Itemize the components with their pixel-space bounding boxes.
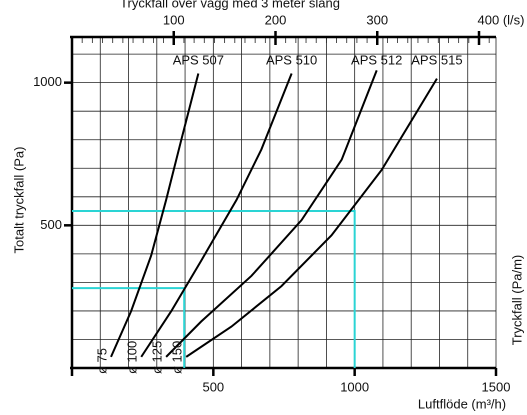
chart-title: Tryckfall över vägg med 3 meter slang: [120, 0, 340, 10]
x2-tick-label: 100: [163, 12, 185, 27]
diameter-label: ø 100: [125, 341, 140, 374]
x2-tick-label: 300: [366, 12, 388, 27]
y-axis-label: Totalt tryckfall (Pa): [11, 147, 26, 254]
x2-tick-label: 400 (l/s): [478, 12, 525, 27]
series-label: APS 515: [411, 52, 462, 67]
series-label: APS 512: [351, 52, 402, 67]
series-label: APS 510: [266, 52, 317, 67]
series-line: [185, 78, 438, 358]
series-line: [110, 73, 200, 358]
x-axis-label: Luftflöde (m³/h): [418, 396, 506, 411]
annotation-line: [72, 210, 356, 368]
x-tick-label: 1500: [482, 379, 511, 394]
y2-axis-label: Tryckfall (Pa/m): [509, 255, 524, 346]
diameter-label: ø 125: [150, 341, 165, 374]
y-tick-label: 500: [40, 217, 62, 232]
x-tick-label: 1000: [340, 379, 369, 394]
y-tick-label: 1000: [33, 74, 62, 89]
x2-tick-label: 200: [265, 12, 287, 27]
series-label: APS 507: [173, 52, 224, 67]
series-line: [140, 73, 293, 358]
x-tick-label: 500: [202, 379, 224, 394]
diameter-label: ø 150: [170, 341, 185, 374]
diameter-label: ø 75: [94, 348, 109, 374]
series-line: [165, 70, 378, 358]
